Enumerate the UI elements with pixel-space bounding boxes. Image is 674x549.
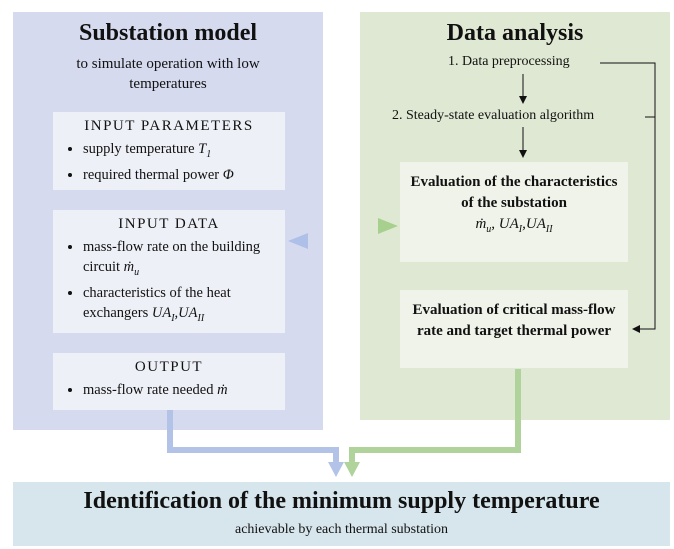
math: T1 [198,141,212,160]
subtitle: achievable by each thermal substation [234,522,449,537]
step: 2. Steady-state evaluation algorithm [392,108,595,123]
flow-lines [522,62,656,330]
list: mass-flow rate needed ṁ [61,380,277,400]
math: ṁu [475,216,492,235]
title: Data analysis [446,20,584,46]
arrowhead [328,462,344,477]
arrow [167,410,339,462]
list-item: required thermal power Φ [83,165,277,185]
title: Substation model [78,20,258,46]
arrow [349,369,521,462]
list-item: mass-flow rate needed ṁ [83,380,277,400]
math-sub: II [197,312,205,324]
list: supply temperature T1required thermal po… [61,139,277,185]
math: UAI [151,304,175,324]
box-math: ṁu, UAI,UAII [408,214,620,240]
item-text: supply temperature [83,141,195,157]
math: UAII [178,304,205,324]
math-sub: 1 [206,148,212,160]
box-text: Evaluation of critical mass-flow rate an… [412,302,616,339]
math-sub: I [171,312,175,324]
arrowhead [288,233,308,249]
item-text: required thermal power [83,166,220,183]
math: UAII [525,216,553,235]
math: ṁ [217,382,228,398]
math: UAI [498,216,523,235]
list: mass-flow rate on the building circuit ṁ… [61,237,277,329]
list-item: supply temperature T1 [83,139,277,165]
arrowhead [344,462,360,477]
input-box: INPUT DATA mass-flow rate on the building… [53,210,285,333]
list-item: characteristics of the heat exchangers U… [83,283,277,329]
math-sub: II [545,224,553,235]
item-text: characteristics of the heat exchangers [83,284,231,321]
arrowhead [519,150,527,158]
arrowhead [519,96,527,104]
math: , [174,304,179,321]
math: ṁu [123,259,140,278]
math: , [491,216,499,232]
evaluation-box: Evaluation of critical mass-flow rate an… [400,290,628,368]
bottom-panel [13,482,670,546]
arrowhead [632,325,640,333]
math-sub: u [134,266,140,278]
step: 1. Data preprocessing [448,54,570,69]
math-sub: u [486,224,492,235]
box-heading: INPUT DATA [118,216,220,232]
math-sub: I [518,224,523,235]
math: , [522,216,526,232]
item-text: mass-flow rate on the building circuit [83,239,261,275]
title: Identification of the minimum supply tem… [83,488,600,514]
subtitle: to simulate operation with low temperatu… [76,56,260,92]
evaluation-box: Evaluation of the characteristics of the… [400,162,628,262]
box-heading: INPUT PARAMETERS [84,118,254,134]
input-box: INPUT PARAMETERSsupply temperature T1req… [53,112,285,190]
math: Φ [222,166,234,183]
box-text: Evaluation of the characteristics of the… [410,174,618,211]
list-item: mass-flow rate on the building circuit ṁ… [83,237,277,283]
box-heading: OUTPUT [134,359,204,375]
input-box: OUTPUT mass-flow rate needed ṁ [53,353,285,410]
arrowhead [378,218,398,234]
item-text: mass-flow rate needed [83,382,214,398]
